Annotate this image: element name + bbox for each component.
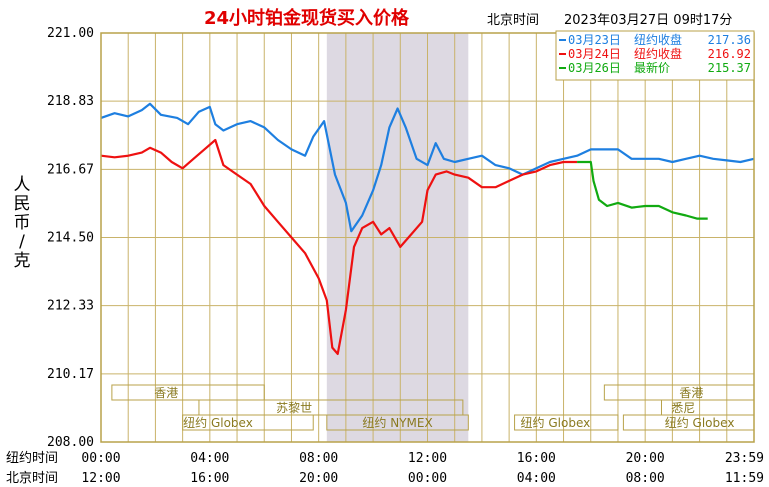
series-line-0 (100, 102, 755, 233)
x-tick-labels: 00:00 04:00 08:00 12:00 16:00 20:00 23:59 12:00… (81, 451, 764, 486)
y-axis-label-char: / (19, 232, 25, 252)
series-line-1 (100, 138, 578, 355)
x-tick-label-bj: 20:00 (299, 471, 338, 486)
series-lines (100, 102, 755, 355)
session-label: 纽约 NYMEX (362, 415, 432, 430)
x-tick-label-ny: 20:00 (626, 451, 665, 466)
y-axis-label: 人民币/克 (14, 175, 31, 271)
session-label: 香港 (154, 386, 178, 400)
legend-date: 03月23日 (568, 33, 621, 47)
session-label: 纽约 Globex (521, 415, 591, 430)
legend-value: 215.37 (708, 61, 751, 75)
y-tick-label: 212.33 (47, 299, 94, 314)
series-line-2 (577, 160, 708, 220)
timezone-label: 北京时间 (487, 13, 539, 28)
chart-title: 24小时铂金现货买入价格 (204, 7, 410, 29)
y-axis-label-char: 人 (14, 175, 31, 195)
legend-date: 03月24日 (568, 47, 621, 61)
session-label: 苏黎世 (276, 401, 312, 415)
legend-value: 217.36 (708, 33, 751, 47)
y-tick-label: 208.00 (47, 435, 94, 450)
x-tick-label-bj: 16:00 (190, 471, 229, 486)
x-tick-label-bj: 04:00 (517, 471, 556, 486)
x-tick-label-ny: 04:00 (190, 451, 229, 466)
ny-time-row-label: 纽约时间 (6, 451, 58, 466)
legend-date: 03月26日 (568, 61, 621, 75)
session-label: 纽约 Globex (665, 415, 735, 430)
legend-kind: 纽约收盘 (634, 46, 682, 61)
y-axis-label-char: 克 (14, 251, 31, 271)
y-tick-label: 218.83 (47, 94, 94, 109)
session-box (326, 414, 469, 431)
x-tick-label-ny: 00:00 (81, 451, 120, 466)
x-tick-label-bj: 00:00 (408, 471, 447, 486)
x-tick-label-ny: 23:59 (725, 451, 764, 466)
x-tick-label-ny: 16:00 (517, 451, 556, 466)
session-box (111, 384, 265, 401)
y-tick-label: 214.50 (47, 231, 94, 246)
x-tick-label-bj: 11:59 (725, 471, 764, 486)
legend-kind: 最新价 (634, 60, 670, 75)
session-box (514, 414, 619, 431)
legend: 03月23日 纽约收盘 217.36 03月24日 纽约收盘 216.92 03月26日 最新… (555, 30, 755, 81)
grid-lines (101, 32, 754, 443)
x-tick-label-ny: 12:00 (408, 451, 447, 466)
session-label: 香港 (679, 386, 703, 400)
y-tick-label: 210.17 (47, 367, 94, 382)
session-label: 纽约 Globex (183, 415, 253, 430)
legend-value: 216.92 (708, 47, 751, 61)
y-tick-label: 216.67 (47, 162, 94, 177)
legend-kind: 纽约收盘 (634, 32, 682, 47)
y-axis-label-char: 币 (14, 213, 31, 233)
legend-box (555, 30, 755, 81)
plot-frame (100, 32, 755, 443)
y-tick-labels: 221.00 218.83 216.67 214.50 212.33 210.17 208.… (47, 26, 94, 450)
datetime-label: 2023年03月27日 09时17分 (564, 13, 732, 28)
x-tick-label-bj: 08:00 (626, 471, 665, 486)
session-box (182, 414, 314, 431)
x-tick-label-ny: 08:00 (299, 451, 338, 466)
session-label: 悉尼 (671, 401, 695, 415)
y-tick-label: 221.00 (47, 26, 94, 41)
y-axis-label-char: 民 (14, 194, 31, 214)
x-tick-label-bj: 12:00 (81, 471, 120, 486)
bj-time-row-label: 北京时间 (6, 471, 58, 486)
